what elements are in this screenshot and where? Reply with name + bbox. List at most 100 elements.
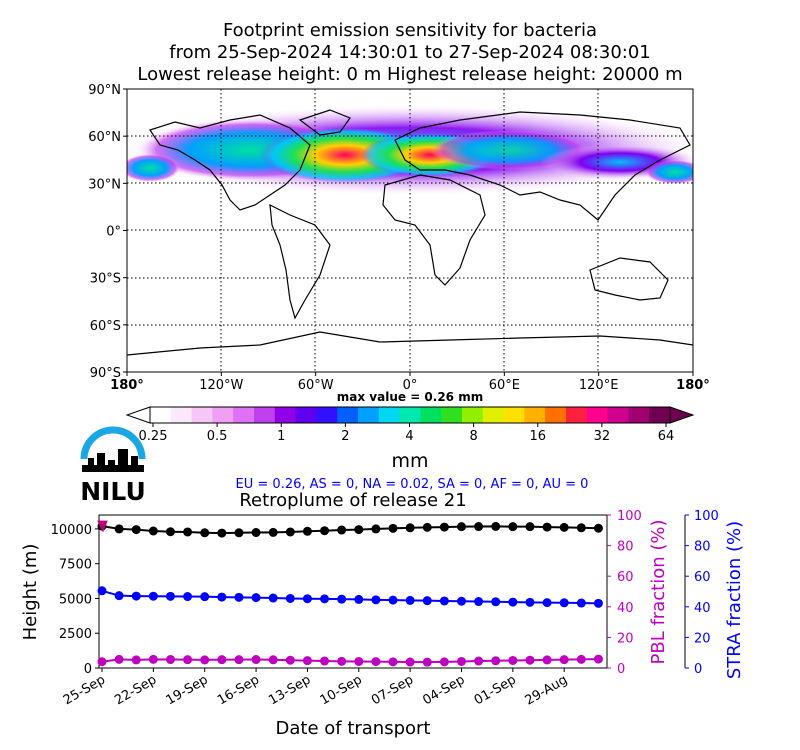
series-point-2 xyxy=(131,655,141,665)
y2-tick-label: 40 xyxy=(617,601,634,616)
series-point-2 xyxy=(439,657,449,667)
colorbar-segment xyxy=(649,407,671,423)
y-tick-label: 5000 xyxy=(59,592,92,607)
series-point-0 xyxy=(388,523,398,533)
map-x-tick-label: 0° xyxy=(403,378,418,393)
colorbar-segment xyxy=(399,407,421,423)
series-point-2 xyxy=(491,656,501,666)
map-x-tick-label: 120°E xyxy=(579,378,619,393)
series-point-1 xyxy=(491,597,501,607)
map-y-tick-label: 60°S xyxy=(90,319,121,334)
colorbar-segment xyxy=(254,407,276,423)
colorbar-segment xyxy=(462,407,484,423)
series-point-0 xyxy=(559,522,569,532)
colorbar-tick-label: 16 xyxy=(529,429,546,444)
x-axis-label: Date of transport xyxy=(276,718,431,739)
y-tick-label: 10000 xyxy=(51,523,92,538)
series-point-2 xyxy=(268,655,278,665)
y2-tick-label: 60 xyxy=(617,570,634,585)
series-line-0 xyxy=(101,525,599,535)
nilu-logo-text: NILU xyxy=(80,477,146,505)
map-y-tick-label: 30°S xyxy=(90,272,121,287)
series-point-1 xyxy=(474,597,484,607)
colorbar-tick-label: 0.5 xyxy=(207,429,228,444)
series-point-0 xyxy=(593,523,603,533)
series-point-0 xyxy=(200,528,210,538)
series-point-0 xyxy=(165,527,175,537)
colorbar-unit: mm xyxy=(391,450,428,470)
x-tick-label: 16-Sep xyxy=(215,672,262,708)
series-point-2 xyxy=(302,656,312,666)
colorbar-segment xyxy=(150,407,172,423)
series-point-0 xyxy=(508,522,518,532)
y-tick-label: 7500 xyxy=(59,558,92,573)
series-point-1 xyxy=(593,598,603,608)
colorbar-segment xyxy=(233,407,255,423)
map-y-tick-label: 90°S xyxy=(90,366,121,381)
series-point-0 xyxy=(525,522,535,532)
series-point-0 xyxy=(337,525,347,535)
series-point-2 xyxy=(148,654,158,664)
series-point-1 xyxy=(525,597,535,607)
series-point-0 xyxy=(371,524,381,534)
colorbar-segment xyxy=(545,407,567,423)
colorbar-segment xyxy=(358,407,380,423)
series-point-0 xyxy=(285,527,295,537)
series-point-2 xyxy=(165,655,175,665)
map-y-tick-label: 30°N xyxy=(88,177,121,192)
release-marker xyxy=(97,520,108,533)
colorbar-segment xyxy=(566,407,588,423)
series-line-1 xyxy=(101,589,599,605)
y3-tick-label: 60 xyxy=(694,570,711,585)
series-point-1 xyxy=(422,596,432,606)
series-point-0 xyxy=(542,522,552,532)
y-tick-label: 2500 xyxy=(59,627,92,642)
title-line-2: from 25-Sep-2024 14:30:01 to 27-Sep-2024… xyxy=(169,42,651,63)
series-point-0 xyxy=(354,525,364,535)
retroplume-title: Retroplume of release 21 xyxy=(239,490,466,511)
x-tick-label: 19-Sep xyxy=(164,672,211,708)
series-point-0 xyxy=(439,522,449,532)
colorbar-segment xyxy=(191,407,213,423)
retroplume-svg: EU = 0.26, AS = 0, NA = 0.02, SA = 0, AF… xyxy=(20,477,745,739)
colorbar-tick-label: 0.25 xyxy=(139,429,168,444)
colorbar-segment xyxy=(503,407,525,423)
colorbar-segment xyxy=(420,407,442,423)
colorbar-segment xyxy=(212,407,234,423)
y3-tick-label: 40 xyxy=(694,601,711,616)
series-point-1 xyxy=(97,586,107,596)
series-point-0 xyxy=(114,524,124,534)
series-point-0 xyxy=(474,522,484,532)
y3-tick-label: 0 xyxy=(694,662,702,677)
colorbar-segment xyxy=(274,407,297,423)
colorbar-segment xyxy=(441,407,463,423)
series-point-0 xyxy=(234,528,244,538)
plume-pacific-west xyxy=(127,154,180,182)
y2-tick-label: 0 xyxy=(617,662,625,677)
map-y-tick-label: 60°N xyxy=(88,130,121,145)
series-point-1 xyxy=(251,593,261,603)
colorbar-segment xyxy=(628,407,650,423)
series-point-2 xyxy=(200,655,210,665)
y3-axis-label: STRA fraction (%) xyxy=(724,521,745,679)
series-point-0 xyxy=(148,526,158,536)
colorbar-tick-label: 32 xyxy=(594,429,611,444)
series-point-2 xyxy=(508,655,518,665)
series-point-1 xyxy=(268,593,278,603)
colorbar-segment xyxy=(524,407,546,423)
series-point-2 xyxy=(559,655,569,665)
series-point-1 xyxy=(183,592,193,602)
series-point-1 xyxy=(405,595,415,605)
series-point-1 xyxy=(456,596,466,606)
series-point-1 xyxy=(542,598,552,608)
series-point-2 xyxy=(337,656,347,666)
series-point-0 xyxy=(422,522,432,532)
series-point-2 xyxy=(97,657,107,667)
series-point-0 xyxy=(320,526,330,536)
regions-text: EU = 0.26, AS = 0, NA = 0.02, SA = 0, AF… xyxy=(236,477,589,492)
x-tick-label: 04-Sep xyxy=(420,672,467,708)
x-tick-label: 25-Sep xyxy=(61,672,108,708)
map-x-tick-label: 180° xyxy=(110,378,144,393)
series-point-2 xyxy=(456,656,466,666)
series-point-2 xyxy=(114,654,124,664)
